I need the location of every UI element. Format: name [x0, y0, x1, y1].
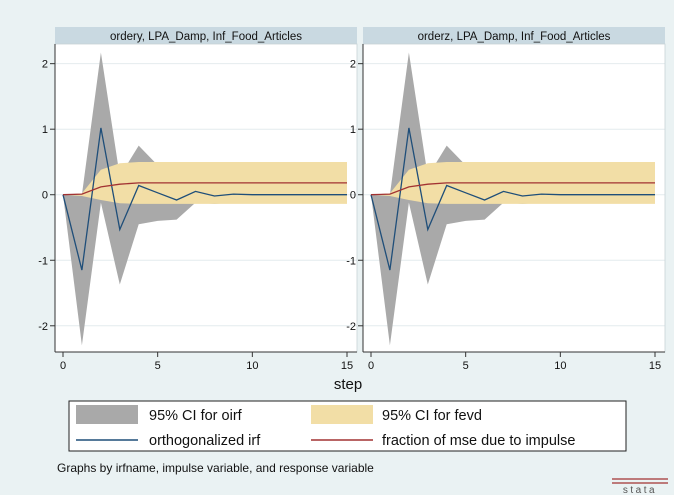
series-line-3 — [62, 182, 347, 196]
y-tick-label: 1 — [350, 124, 356, 136]
stata-logo-text: stata — [623, 485, 657, 495]
legend-label-fevd: fraction of mse due to impulse — [382, 433, 575, 449]
x-tick-label: 10 — [554, 360, 566, 372]
y-tick-label: -2 — [38, 321, 48, 333]
legend-frame — [68, 400, 627, 452]
panel-header — [363, 27, 665, 44]
axes: -2 -1 0 1 2 0 5 10 15 — [346, 44, 665, 372]
y-tick-label: 1 — [42, 124, 48, 136]
panel-title: orderz, LPA_Damp, Inf_Food_Articles — [418, 31, 611, 43]
x-axis-title: step — [334, 376, 362, 393]
panel-ordery: ordery, LPA_Damp, Inf_Food_Articles -2 -1… — [38, 27, 358, 372]
legend: 95% CI for oirf 95% CI for fevd orthogon… — [68, 400, 627, 452]
y-tick-label: 2 — [350, 59, 356, 71]
x-tick-label: 15 — [649, 360, 661, 372]
y-tick-label: 0 — [42, 190, 48, 202]
legend-label-ci-fevd: 95% CI for fevd — [382, 408, 482, 424]
x-tick-label: 0 — [60, 360, 66, 372]
y-tick-label: -2 — [346, 321, 356, 333]
y-tick-label: 2 — [42, 59, 48, 71]
y-tick-label: -1 — [346, 255, 356, 267]
x-tick-label: 15 — [341, 360, 353, 372]
series-line-3 — [370, 182, 655, 196]
x-tick-label: 5 — [155, 360, 161, 372]
panel-title: ordery, LPA_Damp, Inf_Food_Articles — [110, 31, 302, 43]
series-lines — [62, 127, 347, 271]
legend-label-ci-oirf: 95% CI for oirf — [149, 408, 243, 424]
y-tick-label: 0 — [350, 190, 356, 202]
panel-header — [55, 27, 357, 44]
series-line-2 — [62, 127, 347, 271]
series-line-2 — [370, 127, 655, 271]
y-tick-label: -1 — [38, 255, 48, 267]
x-tick-label: 10 — [246, 360, 258, 372]
stata-logo: stata — [612, 478, 668, 495]
legend-swatch-ci-oirf — [76, 405, 138, 424]
panel-orderz: orderz, LPA_Damp, Inf_Food_Articles -2 -1… — [346, 27, 666, 372]
graph-note: Graphs by irfname, impulse variable, and… — [57, 461, 374, 475]
legend-swatch-ci-fevd — [311, 405, 373, 424]
x-tick-label: 0 — [368, 360, 374, 372]
x-tick-label: 5 — [463, 360, 469, 372]
series-lines — [370, 127, 655, 271]
legend-label-oirf: orthogonalized irf — [149, 433, 261, 449]
